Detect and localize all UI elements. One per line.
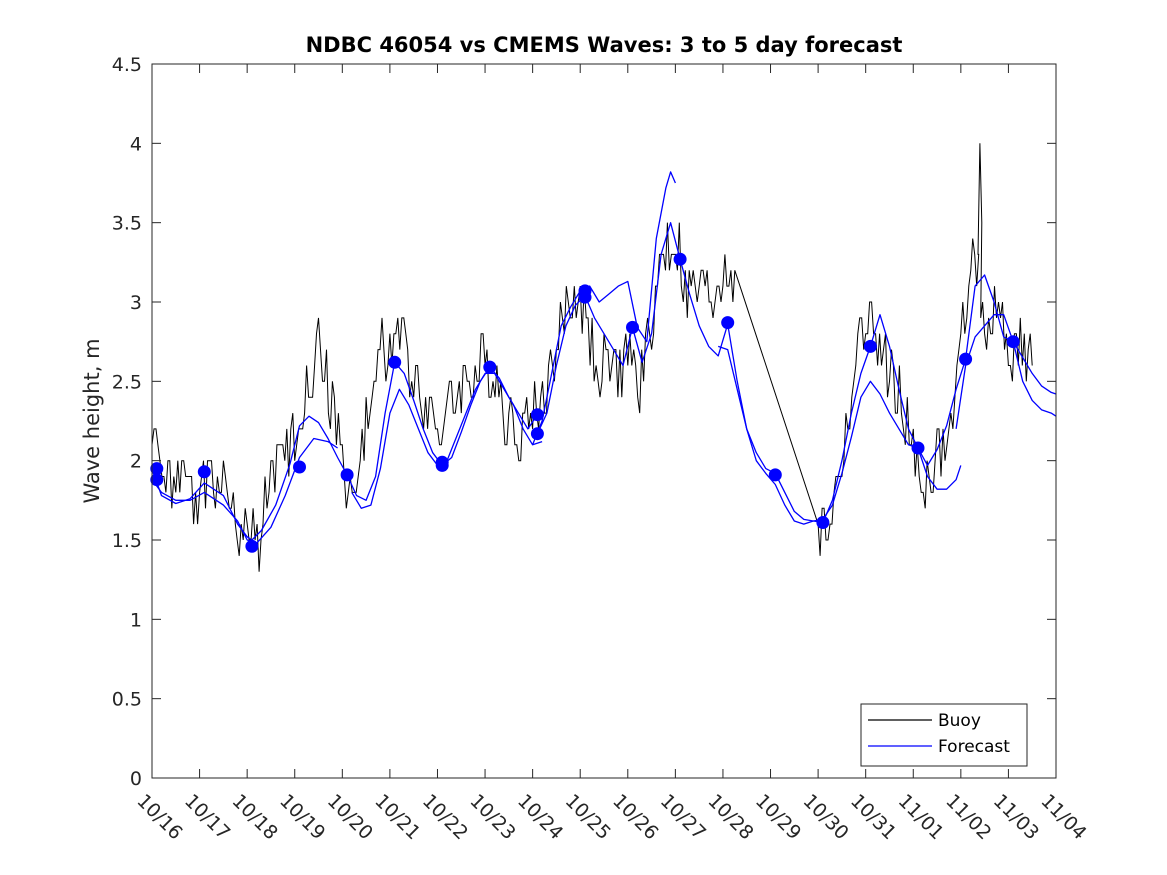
forecast-series-line-1	[151, 415, 348, 541]
y-axis-title: Wave height, m	[80, 338, 104, 503]
forecast-point-18	[768, 468, 782, 482]
forecast-point-19	[816, 516, 830, 529]
forecast-point-20	[863, 339, 877, 353]
forecast-series-line-11	[955, 314, 1057, 429]
forecast-point-9	[435, 458, 449, 472]
forecast-series-line-10	[917, 447, 962, 490]
forecast-point-6	[340, 468, 354, 482]
forecast-point-5	[293, 460, 306, 474]
forecast-point-2	[150, 473, 164, 487]
plot-area	[152, 64, 1056, 778]
legend-label-forecast: Forecast	[938, 737, 1010, 757]
y-tick-label: 1	[130, 609, 142, 631]
forecast-point-11	[530, 408, 544, 422]
forecast-point-14	[578, 290, 592, 304]
forecast-point-10	[483, 360, 497, 374]
data-layer	[150, 143, 1057, 572]
forecast-series-line-6	[531, 171, 676, 446]
forecast-point-15	[626, 320, 639, 334]
y-tick-label: 2	[130, 451, 142, 473]
chart-title: NDBC 46054 vs CMEMS Waves: 3 to 5 day fo…	[306, 33, 903, 57]
y-tick-label: 3.5	[112, 213, 142, 235]
forecast-point-23	[1006, 335, 1020, 349]
buoy-series-line	[151, 143, 1033, 572]
forecast-point-1	[150, 462, 164, 476]
y-tick-label: 4.5	[112, 54, 142, 76]
forecast-point-3	[197, 465, 211, 479]
y-tick-label: 0	[130, 768, 142, 790]
forecast-point-16	[673, 252, 687, 266]
forecast-point-7	[388, 355, 402, 369]
legend: Buoy Forecast	[860, 703, 1028, 767]
y-tick-label: 4	[130, 133, 142, 155]
forecast-series-line-2	[151, 437, 338, 544]
y-tick-label: 3	[130, 292, 142, 314]
forecast-series-line-9	[917, 274, 1057, 467]
y-tick-label: 1.5	[112, 530, 142, 552]
forecast-point-22	[959, 352, 973, 366]
forecast-point-12	[530, 427, 544, 441]
forecast-point-21	[911, 441, 925, 455]
legend-label-buoy: Buoy	[938, 711, 981, 731]
legend-box	[860, 703, 1028, 767]
axes-box	[151, 63, 1057, 779]
y-tick-label: 0.5	[112, 689, 142, 711]
y-tick-label: 2.5	[112, 371, 142, 393]
forecast-point-4	[245, 539, 259, 553]
forecast-point-17	[721, 316, 735, 330]
axes-layer	[151, 63, 1057, 779]
